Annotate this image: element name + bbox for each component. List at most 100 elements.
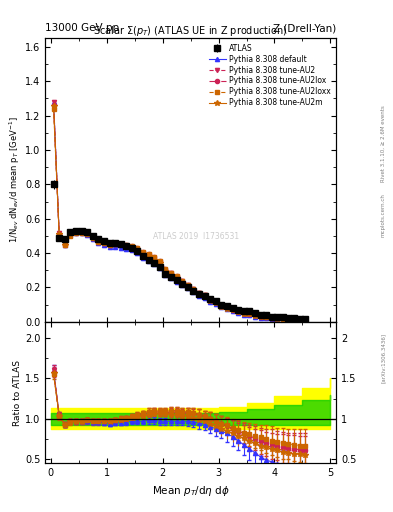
Pythia 8.308 tune-AU2m: [286, 316, 291, 323]
Pythia 8.308 tune-AU2: [298, 317, 302, 323]
Line: Pythia 8.308 default: Pythia 8.308 default: [51, 100, 307, 323]
Pythia 8.308 tune-AU2m: [208, 297, 213, 304]
Pythia 8.308 tune-AU2: [258, 314, 263, 320]
Pythia 8.308 tune-AU2m: [57, 231, 62, 237]
Pythia 8.308 tune-AU2lox: [225, 305, 230, 311]
Pythia 8.308 tune-AU2m: [247, 311, 252, 317]
Pythia 8.308 tune-AU2loxx: [73, 230, 78, 237]
Pythia 8.308 tune-AU2m: [298, 317, 302, 324]
Pythia 8.308 tune-AU2lox: [152, 254, 157, 261]
Pythia 8.308 tune-AU2: [90, 236, 95, 242]
Pythia 8.308 tune-AU2m: [68, 232, 73, 238]
Pythia 8.308 tune-AU2: [174, 274, 179, 280]
Pythia 8.308 tune-AU2m: [169, 272, 173, 278]
Pythia 8.308 tune-AU2m: [163, 268, 168, 274]
Pythia 8.308 tune-AU2m: [51, 103, 56, 109]
Pythia 8.308 tune-AU2m: [96, 239, 101, 245]
Pythia 8.308 tune-AU2lox: [113, 241, 118, 247]
Pythia 8.308 tune-AU2lox: [68, 232, 73, 238]
Text: ATLAS 2019  I1736531: ATLAS 2019 I1736531: [153, 232, 239, 241]
Pythia 8.308 tune-AU2loxx: [219, 303, 224, 309]
Pythia 8.308 tune-AU2lox: [146, 251, 151, 258]
Pythia 8.308 tune-AU2: [163, 267, 168, 273]
Pythia 8.308 tune-AU2: [169, 270, 173, 276]
Pythia 8.308 tune-AU2loxx: [141, 249, 145, 255]
Pythia 8.308 default: [85, 232, 90, 238]
Pythia 8.308 default: [275, 316, 280, 323]
Pythia 8.308 default: [107, 244, 112, 250]
Pythia 8.308 default: [163, 272, 168, 278]
Pythia 8.308 tune-AU2m: [230, 307, 235, 313]
Pythia 8.308 tune-AU2m: [101, 240, 106, 246]
Pythia 8.308 tune-AU2: [141, 250, 145, 257]
Pythia 8.308 default: [68, 232, 73, 238]
Pythia 8.308 tune-AU2m: [180, 280, 185, 286]
Pythia 8.308 tune-AU2loxx: [79, 230, 84, 237]
Pythia 8.308 tune-AU2: [225, 305, 230, 311]
Pythia 8.308 default: [169, 275, 173, 282]
Pythia 8.308 tune-AU2loxx: [101, 240, 106, 246]
Pythia 8.308 tune-AU2m: [219, 304, 224, 310]
Pythia 8.308 tune-AU2: [62, 242, 67, 248]
Pythia 8.308 tune-AU2loxx: [130, 243, 134, 249]
Pythia 8.308 tune-AU2: [51, 99, 56, 105]
Pythia 8.308 tune-AU2lox: [107, 242, 112, 248]
Pythia 8.308 tune-AU2m: [225, 306, 230, 312]
Pythia 8.308 tune-AU2lox: [286, 316, 291, 323]
Pythia 8.308 tune-AU2: [158, 259, 162, 265]
Pythia 8.308 tune-AU2: [101, 240, 106, 246]
Pythia 8.308 tune-AU2lox: [298, 317, 302, 323]
Pythia 8.308 tune-AU2m: [130, 244, 134, 250]
Pythia 8.308 tune-AU2m: [264, 314, 268, 321]
Pythia 8.308 tune-AU2m: [269, 315, 274, 322]
Pythia 8.308 tune-AU2lox: [62, 242, 67, 248]
Pythia 8.308 tune-AU2loxx: [230, 306, 235, 312]
Pythia 8.308 default: [225, 306, 230, 312]
Pythia 8.308 tune-AU2lox: [196, 290, 201, 296]
Pythia 8.308 tune-AU2lox: [230, 307, 235, 313]
Title: Scalar $\Sigma(p_T)$ (ATLAS UE in Z production): Scalar $\Sigma(p_T)$ (ATLAS UE in Z prod…: [94, 24, 288, 38]
Pythia 8.308 tune-AU2lox: [169, 269, 173, 275]
Pythia 8.308 tune-AU2: [73, 230, 78, 237]
Pythia 8.308 tune-AU2: [230, 307, 235, 313]
Pythia 8.308 default: [230, 308, 235, 314]
Pythia 8.308 tune-AU2lox: [247, 310, 252, 316]
Pythia 8.308 tune-AU2: [79, 230, 84, 237]
Pythia 8.308 default: [219, 304, 224, 310]
Pythia 8.308 tune-AU2lox: [253, 312, 257, 318]
Pythia 8.308 tune-AU2loxx: [269, 315, 274, 321]
Legend: ATLAS, Pythia 8.308 default, Pythia 8.308 tune-AU2, Pythia 8.308 tune-AU2lox, Py: ATLAS, Pythia 8.308 default, Pythia 8.30…: [208, 42, 332, 109]
Pythia 8.308 tune-AU2loxx: [253, 312, 257, 318]
Pythia 8.308 tune-AU2: [292, 316, 296, 323]
Pythia 8.308 tune-AU2m: [213, 300, 218, 306]
Pythia 8.308 tune-AU2m: [236, 309, 241, 315]
Pythia 8.308 default: [152, 262, 157, 268]
Pythia 8.308 tune-AU2lox: [241, 310, 246, 316]
Pythia 8.308 tune-AU2loxx: [96, 239, 101, 245]
Pythia 8.308 tune-AU2loxx: [146, 251, 151, 258]
Pythia 8.308 default: [303, 317, 308, 324]
Pythia 8.308 tune-AU2: [275, 315, 280, 322]
Pythia 8.308 default: [174, 279, 179, 285]
Line: Pythia 8.308 tune-AU2m: Pythia 8.308 tune-AU2m: [51, 103, 308, 323]
Pythia 8.308 tune-AU2loxx: [90, 236, 95, 242]
Pythia 8.308 tune-AU2: [180, 278, 185, 284]
Pythia 8.308 tune-AU2m: [174, 275, 179, 282]
Pythia 8.308 tune-AU2m: [158, 261, 162, 267]
Pythia 8.308 tune-AU2loxx: [62, 242, 67, 248]
Pythia 8.308 tune-AU2: [269, 315, 274, 322]
Pythia 8.308 tune-AU2lox: [202, 292, 207, 298]
Pythia 8.308 tune-AU2lox: [180, 278, 185, 284]
Pythia 8.308 tune-AU2loxx: [118, 241, 123, 247]
Pythia 8.308 default: [213, 301, 218, 307]
Pythia 8.308 tune-AU2: [253, 312, 257, 318]
Pythia 8.308 tune-AU2loxx: [158, 258, 162, 264]
Pythia 8.308 tune-AU2m: [275, 315, 280, 322]
Pythia 8.308 tune-AU2loxx: [180, 278, 185, 284]
Text: 13000 GeV pp: 13000 GeV pp: [45, 23, 119, 33]
Pythia 8.308 default: [57, 231, 62, 237]
Pythia 8.308 tune-AU2: [281, 316, 285, 322]
Pythia 8.308 tune-AU2: [118, 242, 123, 248]
Pythia 8.308 tune-AU2lox: [90, 236, 95, 242]
Pythia 8.308 tune-AU2loxx: [113, 241, 118, 247]
